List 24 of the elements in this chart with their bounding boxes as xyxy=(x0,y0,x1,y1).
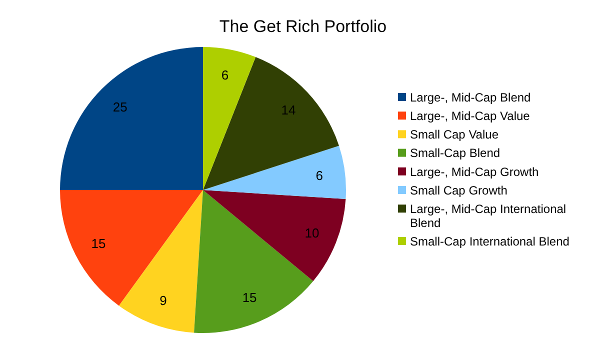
legend-label: Small-Cap International Blend xyxy=(410,234,570,248)
legend-label: Large-, Mid-Cap Value xyxy=(410,109,530,123)
data-label: 9 xyxy=(160,292,167,308)
legend-label: Small Cap Growth xyxy=(410,183,508,198)
legend-label: Small Cap Value xyxy=(410,128,499,142)
pie-slice xyxy=(203,47,256,190)
legend-label: Large-, Mid-Cap International Blend xyxy=(410,202,566,230)
data-label: 6 xyxy=(316,168,323,183)
legend-label: Small-Cap Blend xyxy=(410,146,500,160)
chart-title: The Get Rich Portfolio xyxy=(219,17,387,36)
legend-label: Large-, Mid-Cap Growth xyxy=(410,164,539,179)
pie-slice xyxy=(60,190,203,306)
data-label: 10 xyxy=(304,226,320,241)
data-label: 15 xyxy=(242,290,257,306)
pie-slice xyxy=(203,146,346,199)
pie-slice xyxy=(118,190,203,333)
legend-label: Large-, Mid-Cap Blend xyxy=(410,90,531,104)
pie-slice xyxy=(203,57,339,190)
data-label: 15 xyxy=(91,236,106,251)
pie-slice xyxy=(60,47,203,190)
data-label: 6 xyxy=(221,67,229,82)
data-label: 14 xyxy=(281,102,296,118)
data-label: 25 xyxy=(112,100,128,115)
pie-slice xyxy=(203,190,346,282)
